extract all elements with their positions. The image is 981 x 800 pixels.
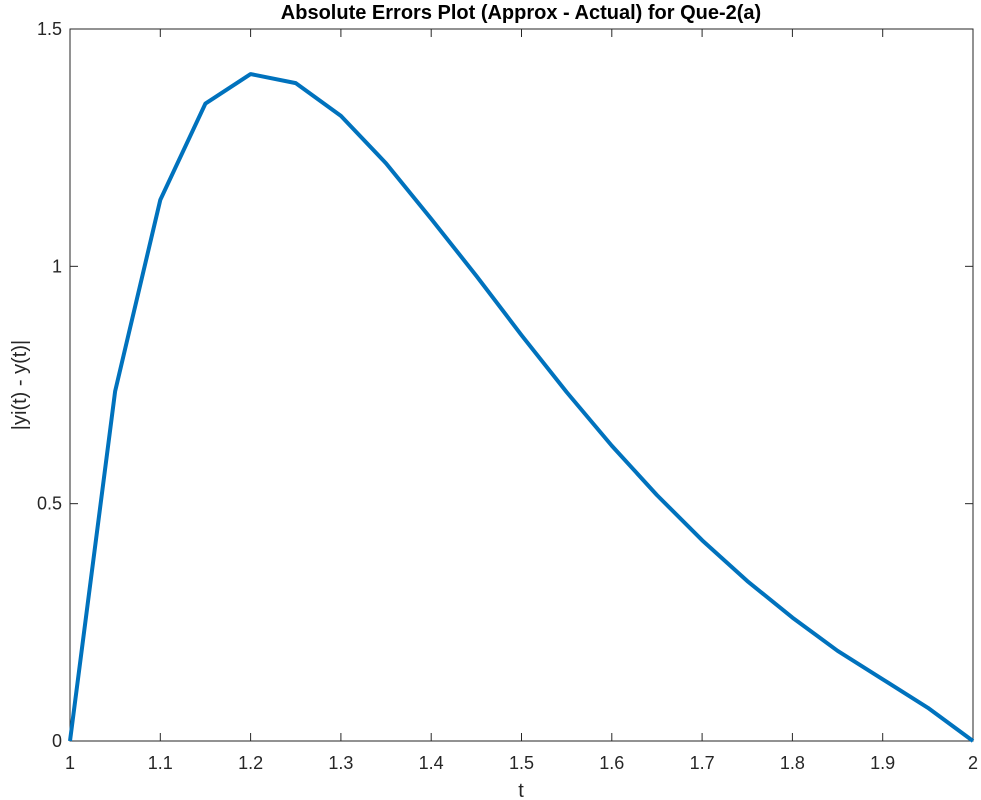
x-axis: 1 1.1 1.2 1.3 1.4 1.5 1.6 1.7 1.8 1.9 2 <box>65 29 978 773</box>
y-axis-title: |yi(t) - y(t)| <box>9 340 31 430</box>
x-tick-label: 1.1 <box>148 753 173 773</box>
x-tick-label: 1.6 <box>599 753 624 773</box>
y-tick-label: 1 <box>52 256 62 276</box>
x-tick-label: 1.4 <box>419 753 444 773</box>
y-tick-label: 1.5 <box>37 19 62 39</box>
x-tick-label: 2 <box>968 753 978 773</box>
y-tick-label: 0 <box>52 731 62 751</box>
x-tick-label: 1.7 <box>690 753 715 773</box>
x-tick-label: 1.3 <box>328 753 353 773</box>
axes-box <box>69 28 974 742</box>
x-tick-label: 1.5 <box>509 753 534 773</box>
x-tick-label: 1.9 <box>870 753 895 773</box>
series-line <box>68 72 975 743</box>
x-tick-label: 1.8 <box>780 753 805 773</box>
y-tick-label: 0.5 <box>37 494 62 514</box>
x-tick-label: 1 <box>65 753 75 773</box>
chart-title: Absolute Errors Plot (Approx - Actual) f… <box>281 2 761 24</box>
x-axis-title: t <box>518 780 524 800</box>
x-tick-label: 1.2 <box>238 753 263 773</box>
series-layer <box>68 72 975 743</box>
